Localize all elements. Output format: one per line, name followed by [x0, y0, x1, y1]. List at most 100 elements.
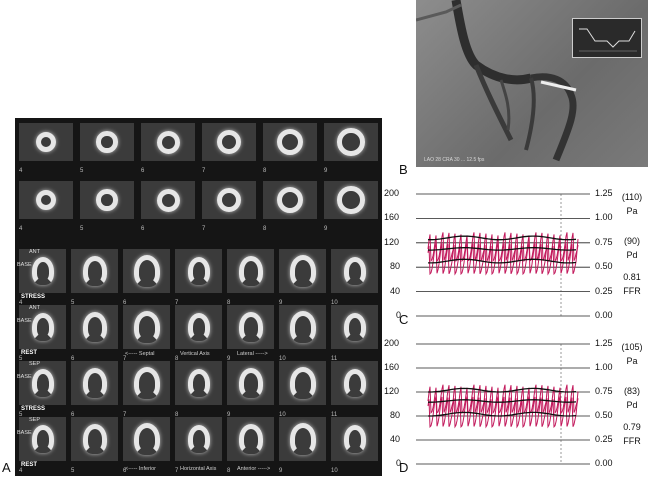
pressure-plot-area — [416, 343, 590, 465]
slice-number: 5 — [71, 300, 75, 306]
spect-slice: 6 — [123, 249, 170, 306]
axis-caption: Lateral -----> — [237, 351, 268, 357]
y-tick-label: 160 — [384, 212, 400, 223]
orientation-tag: BASE — [17, 262, 32, 268]
spect-slice: 9 — [279, 417, 326, 474]
ffr-value: 0.81 — [623, 272, 641, 282]
spect-row: 4 5 6 7 8 9 — [15, 120, 382, 178]
slice-number: 8 — [263, 226, 267, 232]
spect-slice: 8 — [227, 417, 274, 474]
slice-number: 8 — [175, 356, 179, 362]
panel-letter-a: A — [2, 460, 11, 475]
y-tick-label: 80 — [390, 261, 401, 272]
spect-row: 4 5 6 7 8 9 — [15, 178, 382, 236]
slice-number: 5 — [71, 468, 75, 474]
slice-number: 7 — [175, 300, 179, 306]
spect-slice: 6 — [71, 305, 118, 362]
y-tick-label: 200 — [384, 188, 400, 198]
axis-caption: Vertical Axis — [180, 351, 210, 357]
slice-number: 5 — [80, 226, 84, 232]
spect-slice: 5 — [71, 249, 118, 306]
pressure-chart-d: 200 1.25 160 1.00 120 0.75 80 0.50 40 0.25 0 0.00 (1… — [378, 336, 650, 476]
y2-tick-label: 1.25 — [595, 338, 613, 348]
y2-tick-label: 0.25 — [595, 434, 613, 444]
y2-tick-label: 0.00 — [595, 458, 613, 468]
spect-slice: 7 — [175, 249, 222, 306]
slice-number: 11 — [331, 412, 338, 418]
slice-number: 9 — [324, 226, 328, 232]
slice-number: 6 — [123, 300, 127, 306]
slice-number: 8 — [227, 300, 231, 306]
y-tick-label: 0 — [396, 458, 402, 468]
angiogram-vessels — [416, 0, 577, 162]
slice-number: 9 — [324, 168, 328, 174]
orientation-tag: BASE — [17, 374, 32, 380]
spect-slice: 4 — [19, 181, 73, 232]
slice-number: 6 — [123, 468, 127, 474]
slice-number: 9 — [279, 300, 283, 306]
y2-tick-label: 1.00 — [595, 212, 613, 223]
coronary-angiogram: LAO 28 CRA 30 ... 12.5 fps — [416, 0, 648, 167]
slice-number: 7 — [202, 168, 206, 174]
spect-row: 4 5 6 7 8 9 10 STRESS ANT BASE — [15, 246, 382, 306]
axis-caption: Anterior -----> — [237, 466, 271, 472]
spect-slice: 8 — [227, 249, 274, 306]
pa-upper-envelope — [428, 235, 577, 241]
y2-tick-label: 0.25 — [595, 285, 613, 296]
slice-number: 10 — [279, 412, 286, 418]
spect-slice: 6 — [123, 417, 170, 474]
pa-mean-line — [428, 247, 577, 251]
spect-slice: 11 — [331, 361, 378, 418]
orientation-tag: SEP — [29, 361, 41, 367]
y2-tick-label: 0.00 — [595, 310, 613, 320]
slice-number: 8 — [263, 168, 267, 174]
slice-number: 4 — [19, 168, 23, 174]
row-tag: STRESS — [21, 406, 46, 412]
slice-number: 6 — [71, 412, 75, 418]
y-tick-label: 120 — [384, 386, 400, 396]
spect-slice: 9 — [279, 249, 326, 306]
pa-mean-value: (110) — [621, 192, 643, 202]
ffr-value: 0.79 — [623, 422, 641, 432]
pressure-plot-area — [416, 193, 590, 317]
y-tick-label: 200 — [384, 338, 400, 348]
slice-number: 7 — [123, 356, 127, 362]
orientation-tag: BASE — [17, 430, 32, 436]
spect-row: 5 6 7 8 9 10 11 STRESS SEP BASE — [15, 358, 382, 418]
spect-slice: 10 — [331, 417, 378, 474]
spect-image-grid: 4 5 6 7 8 9 4 5 6 7 8 9 4 5 6 7 8 9 10 STRESS ANT BASE 5 6 7 8 9 10… — [15, 118, 382, 476]
ffr-label: FFR — [623, 286, 641, 296]
spect-slice: 10 — [331, 249, 378, 306]
orientation-tag: BASE — [17, 318, 32, 324]
slice-number: 5 — [19, 356, 23, 362]
y-tick-label: 40 — [390, 434, 401, 444]
pd-mean-line — [428, 411, 577, 417]
pa-upper-envelope — [428, 387, 577, 393]
slice-number: 10 — [331, 300, 338, 306]
pressure-chart-c: 200 1.25 160 1.00 120 0.75 80 0.50 40 0.25 0 0.00 (1… — [378, 186, 650, 328]
spect-slice: 5 — [80, 123, 134, 174]
slice-number: 9 — [227, 356, 231, 362]
spect-slice: 8 — [263, 181, 317, 232]
pd-mean-value: (90) — [623, 236, 640, 246]
spect-slice: 7 — [123, 361, 170, 418]
slice-number: 5 — [19, 412, 23, 418]
slice-number: 11 — [331, 356, 338, 362]
slice-number: 4 — [19, 300, 23, 306]
axis-caption: <----- Septal — [125, 351, 155, 357]
slice-number: 5 — [80, 168, 84, 174]
spect-row: 4 5 6 7 8 9 10 REST SEP BASE — [15, 414, 382, 474]
spect-slice: 7 — [123, 305, 170, 362]
y-tick-label: 40 — [390, 285, 401, 296]
panel-letter-b: B — [399, 162, 408, 177]
spect-slice: 4 — [19, 417, 66, 474]
pd-mean-value: (83) — [623, 386, 640, 396]
slice-number: 6 — [71, 356, 75, 362]
slice-number: 4 — [19, 226, 23, 232]
y-tick-label: 120 — [384, 236, 400, 247]
pd-mean-line — [428, 258, 577, 264]
y2-tick-label: 0.50 — [595, 261, 613, 272]
spect-slice: 10 — [279, 361, 326, 418]
spect-slice: 6 — [141, 123, 195, 174]
slice-number: 10 — [279, 356, 286, 362]
